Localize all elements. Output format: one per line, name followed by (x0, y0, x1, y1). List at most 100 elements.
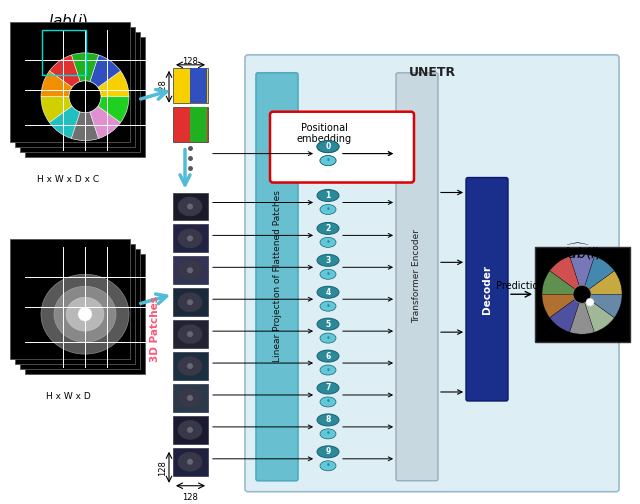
Circle shape (187, 395, 193, 401)
Bar (173, 416, 208, 444)
Bar (173, 224, 208, 253)
Text: 3: 3 (325, 256, 331, 265)
Bar (173, 107, 208, 142)
Wedge shape (85, 97, 129, 122)
Ellipse shape (320, 301, 336, 311)
Wedge shape (582, 294, 614, 332)
Wedge shape (85, 97, 120, 139)
Ellipse shape (66, 297, 104, 331)
Text: Transformer Encoder: Transformer Encoder (413, 229, 422, 323)
Wedge shape (550, 294, 582, 332)
Text: $\it{lab(i)}$: $\it{lab(i)}$ (48, 12, 88, 30)
Wedge shape (72, 53, 99, 97)
Text: 3D Patches: 3D Patches (150, 296, 160, 362)
Wedge shape (542, 271, 582, 294)
Wedge shape (582, 257, 614, 294)
Text: 6: 6 (325, 352, 331, 360)
Ellipse shape (178, 420, 202, 439)
Ellipse shape (320, 237, 336, 247)
Ellipse shape (317, 190, 339, 202)
Ellipse shape (317, 255, 339, 266)
Text: 9: 9 (325, 448, 331, 456)
Ellipse shape (317, 446, 339, 458)
Ellipse shape (320, 333, 336, 343)
Bar (42, 30, 86, 75)
Circle shape (187, 459, 193, 465)
Ellipse shape (320, 397, 336, 407)
Text: •: • (326, 205, 330, 214)
Wedge shape (582, 271, 622, 294)
Bar (20, 249, 140, 369)
Wedge shape (85, 71, 129, 97)
Bar (173, 352, 208, 380)
Ellipse shape (178, 388, 202, 408)
Text: 4: 4 (325, 288, 331, 297)
Ellipse shape (317, 414, 339, 426)
FancyBboxPatch shape (245, 55, 619, 492)
Text: 128: 128 (182, 493, 198, 501)
Ellipse shape (320, 156, 336, 166)
Bar (173, 257, 208, 284)
Ellipse shape (320, 429, 336, 439)
Wedge shape (570, 294, 595, 334)
Bar (10, 239, 130, 359)
Wedge shape (582, 294, 622, 318)
Circle shape (187, 331, 193, 337)
Text: H x W x D: H x W x D (45, 392, 90, 401)
Bar (15, 244, 135, 364)
Circle shape (187, 235, 193, 241)
Bar (173, 68, 208, 103)
Text: •: • (326, 429, 330, 438)
Bar (190, 107, 207, 142)
Text: 128: 128 (182, 57, 198, 66)
Ellipse shape (178, 452, 202, 472)
Ellipse shape (317, 222, 339, 234)
Text: 0: 0 (325, 142, 331, 151)
Bar (20, 32, 140, 152)
Ellipse shape (317, 382, 339, 394)
Ellipse shape (54, 286, 116, 342)
Text: Prediction: Prediction (496, 281, 544, 291)
Text: 2: 2 (325, 224, 331, 233)
Ellipse shape (320, 461, 336, 471)
Circle shape (187, 363, 193, 369)
FancyBboxPatch shape (396, 73, 438, 481)
FancyBboxPatch shape (466, 177, 508, 401)
Circle shape (187, 299, 193, 305)
Wedge shape (41, 71, 85, 97)
Ellipse shape (317, 141, 339, 153)
Ellipse shape (178, 229, 202, 248)
Wedge shape (72, 97, 99, 141)
Text: •: • (326, 398, 330, 406)
Circle shape (69, 81, 101, 113)
Text: •: • (326, 238, 330, 247)
Ellipse shape (178, 197, 202, 216)
Ellipse shape (317, 286, 339, 298)
Wedge shape (542, 294, 582, 318)
Ellipse shape (317, 350, 339, 362)
Bar (173, 288, 208, 316)
Wedge shape (570, 255, 595, 294)
Text: 5: 5 (325, 320, 331, 329)
Wedge shape (49, 55, 85, 97)
Text: 128: 128 (159, 79, 168, 95)
Text: $\widehat{\it{lab}}(i)$: $\widehat{\it{lab}}(i)$ (564, 241, 600, 262)
Circle shape (78, 307, 92, 321)
FancyBboxPatch shape (256, 73, 298, 481)
Circle shape (187, 267, 193, 273)
Ellipse shape (320, 156, 336, 166)
Circle shape (586, 298, 594, 306)
Bar (173, 193, 208, 220)
Wedge shape (85, 55, 120, 97)
Text: •: • (326, 365, 330, 374)
Bar (15, 27, 135, 147)
Circle shape (187, 204, 193, 210)
Bar (25, 37, 145, 157)
Ellipse shape (178, 292, 202, 312)
Bar (173, 448, 208, 476)
Text: •: • (326, 461, 330, 470)
Ellipse shape (178, 261, 202, 280)
Text: UNETR: UNETR (408, 66, 456, 79)
Bar (535, 247, 630, 342)
Ellipse shape (41, 274, 129, 354)
